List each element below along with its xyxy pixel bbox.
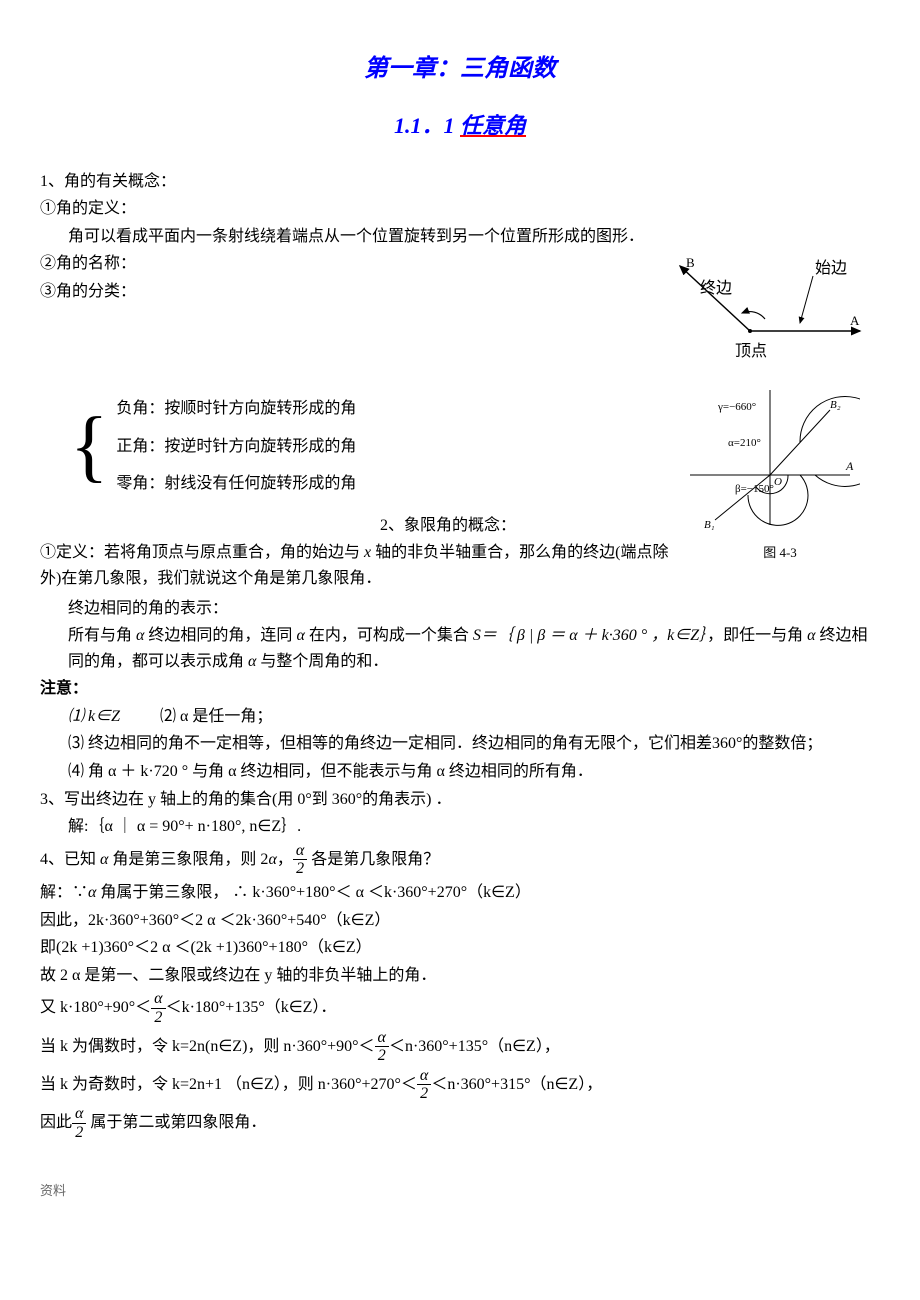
label-vertex: 顶点 bbox=[735, 342, 767, 360]
problem-4: 4、已知 α 角是第三象限角，则 2α，α2 各是第几象限角？ bbox=[40, 842, 880, 878]
sol-l4: 故 2 α 是第一、二象限或终边在 y 轴的非负半轴上的角． bbox=[40, 963, 880, 989]
note-4: ⑷ 角 α ＋ k·720 ° 与角 α 终边相同，但不能表示与角 α 终边相同… bbox=[40, 759, 880, 785]
t: 角是第三象限角，则 2 bbox=[108, 851, 268, 868]
set: S＝｛ β | β ＝ α ＋ k·360 ° ，k∈Z｝ bbox=[473, 627, 707, 644]
pos-angle: 正角：按逆时针方向旋转形成的角 bbox=[116, 428, 356, 466]
chapter-title: 第一章：三角函数 bbox=[40, 50, 880, 88]
diagram-caption: 图 4-3 bbox=[680, 543, 880, 564]
heading-1: 1、角的有关概念： bbox=[40, 169, 880, 195]
brace-icon: { bbox=[70, 406, 108, 486]
t: 与整个周角的和． bbox=[256, 653, 388, 670]
svg-text:B₁: B₁ bbox=[704, 519, 715, 530]
def-num: ①定义： bbox=[40, 544, 104, 561]
def-body: 角可以看成平面内一条射线绕着端点从一个位置旋转到另一个位置所形成的图形． bbox=[40, 224, 880, 250]
note-heading: 注意： bbox=[40, 676, 880, 702]
t: 解：∵ bbox=[40, 884, 88, 901]
frac-alpha-2: α2 bbox=[375, 1029, 389, 1065]
t: 若将角顶点与原点重合，角的始边与 bbox=[104, 544, 364, 561]
coterminal-label: 终边相同的角的表示： bbox=[40, 596, 880, 622]
problem-3-sol: 解:｛α ｜ α = 90°+ n·180°, n∈Z｝. bbox=[40, 814, 880, 840]
frac-alpha-2: α2 bbox=[293, 842, 307, 878]
frac-alpha-2: α2 bbox=[417, 1067, 431, 1103]
sol-l6: 当 k 为偶数时，令 k=2n(n∈Z)，则 n·360°+90°＜α2＜n·3… bbox=[40, 1029, 880, 1065]
a: α bbox=[268, 851, 276, 868]
section-title: 1.1．1 任意角 bbox=[40, 108, 880, 143]
a: α bbox=[296, 627, 304, 644]
svg-text:A: A bbox=[845, 459, 854, 473]
angle-classification: { 负角：按顺时针方向旋转形成的角 正角：按逆时针方向旋转形成的角 零角：射线没… bbox=[70, 390, 670, 503]
label-A: A bbox=[850, 313, 860, 328]
sol-l8: 因此α2 属于第二或第四象限角． bbox=[40, 1105, 880, 1141]
sol-l2: 因此，2k·360°+360°＜2 α ＜2k·360°+540°（k∈Z） bbox=[40, 908, 880, 934]
t: ＜n·360°+135°（n∈Z）， bbox=[389, 1037, 560, 1054]
sol-l5: 又 k·180°+90°＜α2＜k·180°+135°（k∈Z）． bbox=[40, 990, 880, 1026]
label-end: 终边 bbox=[700, 279, 732, 297]
def-label: ①角的定义： bbox=[40, 196, 880, 222]
svg-text:γ=−660°: γ=−660° bbox=[717, 401, 756, 413]
problem-3: 3、写出终边在 y 轴上的角的集合(用 0°到 360°的角表示) ． bbox=[40, 787, 880, 813]
t: 当 k 为奇数时，令 k=2n+1 （n∈Z），则 n·360°+270°＜ bbox=[40, 1076, 417, 1093]
neg-angle: 负角：按顺时针方向旋转形成的角 bbox=[116, 390, 356, 428]
t: 终边相同的角，连同 bbox=[144, 627, 296, 644]
t: ＜k·180°+135°（k∈Z）． bbox=[166, 999, 337, 1016]
t: 角属于第三象限， ∴ k·360°+180°＜ α ＜k·360°+270°（k… bbox=[96, 884, 530, 901]
note-1-2: ⑴ k∈Z ⑵ α 是任一角； bbox=[40, 704, 880, 730]
note-3: ⑶ 终边相同的角不一定相等，但相等的角终边一定相同．终边相同的角有无限个，它们相… bbox=[40, 731, 880, 757]
sol-l7: 当 k 为奇数时，令 k=2n+1 （n∈Z），则 n·360°+270°＜α2… bbox=[40, 1067, 880, 1103]
footer: 资料 bbox=[40, 1181, 880, 1202]
svg-text:O: O bbox=[774, 476, 782, 488]
svg-text:β=−150°: β=−150° bbox=[735, 483, 774, 495]
t: 因此 bbox=[40, 1114, 72, 1131]
label-B: B bbox=[686, 255, 695, 270]
svg-text:B₂: B₂ bbox=[830, 399, 841, 411]
section-num: 1.1．1 bbox=[394, 113, 460, 138]
zero-angle: 零角：射线没有任何旋转形成的角 bbox=[116, 465, 356, 503]
n1: ⑴ k∈Z bbox=[68, 708, 120, 725]
t: 所有与角 bbox=[68, 627, 136, 644]
sol-l3: 即(2k +1)360°＜2 α ＜(2k +1)360°+180°（k∈Z） bbox=[40, 935, 880, 961]
t: ， bbox=[277, 851, 293, 868]
angle-name-diagram: B A 始边 终边 顶点 bbox=[650, 251, 880, 380]
coterminal-body: 所有与角 α 终边相同的角，连同 α 在内，可构成一个集合 S＝｛ β | β … bbox=[40, 623, 880, 674]
t: 又 k·180°+90°＜ bbox=[40, 999, 151, 1016]
svg-text:α=210°: α=210° bbox=[728, 437, 761, 449]
frac-alpha-2: α2 bbox=[72, 1105, 86, 1141]
t: 各是第几象限角？ bbox=[307, 851, 439, 868]
section-text: 任意角 bbox=[460, 113, 526, 138]
t: 4、已知 bbox=[40, 851, 100, 868]
t: 属于第二或第四象限角． bbox=[86, 1114, 266, 1131]
frac-alpha-2: α2 bbox=[151, 990, 165, 1026]
n2: ⑵ α 是任一角； bbox=[160, 708, 272, 725]
t: 当 k 为偶数时，令 k=2n(n∈Z)，则 n·360°+90°＜ bbox=[40, 1037, 375, 1054]
t: 在内，可构成一个集合 bbox=[305, 627, 473, 644]
t: ，即任一与角 bbox=[707, 627, 807, 644]
sol-l1: 解：∵α 角属于第三象限， ∴ k·360°+180°＜ α ＜k·360°+2… bbox=[40, 880, 880, 906]
t: ＜n·360°+315°（n∈Z）， bbox=[431, 1076, 602, 1093]
quadrant-diagram: A O B₂ B₁ γ=−660° α=210° β=−150° 图 4-3 bbox=[680, 380, 880, 563]
a: α bbox=[807, 627, 815, 644]
label-start: 始边 bbox=[815, 259, 847, 277]
